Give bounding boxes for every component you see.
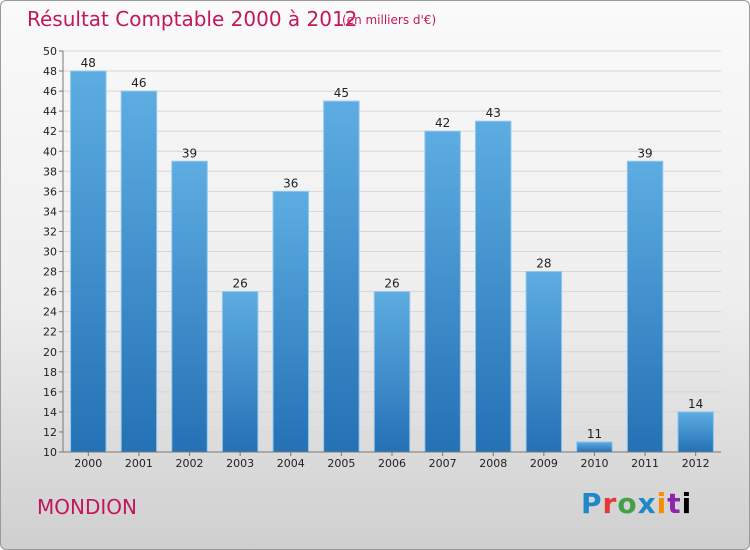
y-tick-label: 10 xyxy=(43,446,57,459)
y-tick-label: 48 xyxy=(43,65,57,78)
y-tick-label: 22 xyxy=(43,326,57,339)
y-tick-label: 44 xyxy=(43,105,57,118)
x-tick-label: 2012 xyxy=(682,457,710,470)
data-label: 42 xyxy=(435,116,450,130)
y-tick-label: 42 xyxy=(43,125,57,138)
proxiti-logo: Proxiti xyxy=(581,487,692,520)
x-tick-label: 2005 xyxy=(327,457,355,470)
x-tick-label: 2001 xyxy=(125,457,153,470)
bar-2000 xyxy=(70,70,107,453)
logo-letter: o xyxy=(617,487,638,520)
logo-letter: t xyxy=(667,487,682,520)
y-tick-label: 20 xyxy=(43,346,57,359)
data-label: 45 xyxy=(334,86,349,100)
data-label: 26 xyxy=(233,277,248,291)
logo-letter: x xyxy=(637,487,657,520)
x-tick-label: 2000 xyxy=(74,457,102,470)
x-tick-label: 2006 xyxy=(378,457,406,470)
y-tick-label: 32 xyxy=(43,225,57,238)
x-tick-label: 2010 xyxy=(580,457,608,470)
y-tick-label: 34 xyxy=(43,205,57,218)
bar-2011 xyxy=(626,160,664,453)
y-axis-ticks: 10 12 14 16 18 20 22 24 26 28 30 32 34 36 38 40 42 44 46 48… xyxy=(43,45,63,459)
bar-2009 xyxy=(525,271,563,453)
x-tick-label: 2007 xyxy=(429,457,457,470)
y-tick-label: 46 xyxy=(43,85,57,98)
x-tick-label: 2004 xyxy=(277,457,305,470)
y-tick-label: 28 xyxy=(43,266,57,279)
bar-2012 xyxy=(677,411,714,453)
data-label: 14 xyxy=(688,397,703,411)
chart-unit: (en milliers d'€) xyxy=(342,13,437,27)
bar-2008 xyxy=(475,120,512,453)
commune-name: MONDION xyxy=(37,495,137,519)
data-label: 39 xyxy=(182,146,197,160)
x-axis-ticks: 2000 2001 2002 2003 2004 2005 2006 2007 2008 2009… xyxy=(74,452,710,470)
y-tick-label: 38 xyxy=(43,165,57,178)
x-tick-label: 2008 xyxy=(479,457,507,470)
bar-2003 xyxy=(221,291,259,453)
y-tick-label: 36 xyxy=(43,185,57,198)
x-tick-label: 2009 xyxy=(530,457,558,470)
data-label: 43 xyxy=(486,106,501,120)
data-labels: 48 46 39 26 36 45 26 42 43 28 11 39 14 xyxy=(81,56,704,441)
bar-2006 xyxy=(373,291,411,453)
bar-2001 xyxy=(120,90,158,453)
y-tick-label: 30 xyxy=(43,246,57,259)
x-tick-label: 2002 xyxy=(176,457,204,470)
y-tick-label: 14 xyxy=(43,406,57,419)
logo-letter: r xyxy=(602,487,618,520)
y-tick-label: 50 xyxy=(43,45,57,58)
data-label: 48 xyxy=(81,56,96,70)
data-label: 46 xyxy=(131,76,146,90)
chart-title: Résultat Comptable 2000 à 2012 xyxy=(27,7,358,31)
y-tick-label: 16 xyxy=(43,386,57,399)
y-tick-label: 26 xyxy=(43,286,57,299)
x-tick-label: 2011 xyxy=(631,457,659,470)
y-tick-label: 12 xyxy=(43,426,57,439)
y-tick-label: 18 xyxy=(43,366,57,379)
data-label: 36 xyxy=(283,176,298,190)
data-label: 11 xyxy=(587,427,602,441)
x-tick-label: 2003 xyxy=(226,457,254,470)
y-tick-label: 40 xyxy=(43,145,57,158)
bar-2007 xyxy=(424,130,461,453)
bar-2005 xyxy=(323,100,360,453)
bar-2002 xyxy=(171,160,208,453)
bar-2010 xyxy=(576,441,613,453)
logo-letter: P xyxy=(581,487,603,520)
data-label: 28 xyxy=(536,257,551,271)
bar-2004 xyxy=(272,190,309,453)
y-tick-label: 24 xyxy=(43,306,57,319)
logo-letter: i xyxy=(656,487,668,520)
data-label: 26 xyxy=(384,277,399,291)
bars xyxy=(70,70,714,453)
logo-letter: i xyxy=(681,487,693,520)
data-label: 39 xyxy=(637,146,652,160)
